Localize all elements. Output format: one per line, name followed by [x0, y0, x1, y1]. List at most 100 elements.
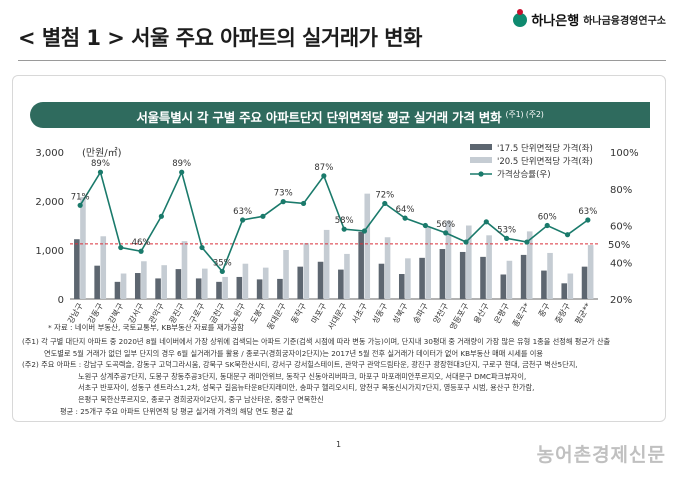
- growth-rate-point: [341, 226, 347, 232]
- title-divider: [18, 60, 666, 61]
- bar: [541, 270, 547, 299]
- bar: [100, 236, 107, 299]
- source-note: * 자료 : 네이버 부동산, 국토교통부, KB부동산 자료를 재가공함: [48, 323, 244, 332]
- category-label: 서대문구: [326, 302, 349, 332]
- bar: [587, 245, 594, 299]
- bar: [323, 229, 330, 299]
- bar: [256, 279, 263, 299]
- bar: [74, 239, 80, 299]
- y-left-tick-label: 0: [58, 295, 64, 306]
- bar: [344, 253, 350, 299]
- bar: [338, 269, 344, 299]
- data-label: 63%: [233, 207, 252, 217]
- bar: [303, 243, 310, 299]
- y-right-tick-label: 100%: [610, 148, 639, 159]
- y-left-tick-label: 3,000: [35, 148, 64, 159]
- category-label: 중랑구: [553, 301, 573, 325]
- data-label: 64%: [396, 205, 415, 215]
- footnote-line: 연도별로 5월 거래가 없던 일부 단지의 경우 6월 실거래가를 활용 / 종…: [44, 348, 543, 358]
- legend-entry: 가격상승률(우): [497, 169, 551, 180]
- legend-entry: '20.5 단위면적당 가격(좌): [497, 156, 593, 167]
- bar: [262, 267, 269, 299]
- bar: [384, 237, 391, 299]
- growth-rate-point: [422, 222, 428, 229]
- bar: [181, 241, 188, 299]
- growth-rate-point: [504, 235, 510, 241]
- data-label: 87%: [314, 163, 333, 173]
- bar: [364, 193, 371, 299]
- bar: [134, 273, 141, 299]
- y-right-tick-label: 20%: [610, 295, 632, 306]
- data-label: 72%: [375, 190, 394, 200]
- footnote-line: (주1) 각 구별 대단지 아파트 중 2020년 8월 네이버에서 가장 상위…: [22, 337, 611, 346]
- data-label: 89%: [91, 159, 110, 169]
- growth-rate-point: [77, 202, 83, 208]
- data-label: 63%: [578, 207, 597, 217]
- category-label: 마포구: [310, 302, 329, 326]
- bar: [439, 249, 446, 299]
- category-label: 종로구*: [511, 302, 532, 329]
- growth-rate-point: [463, 239, 469, 245]
- bar: [155, 278, 161, 299]
- data-label: 35%: [213, 258, 232, 268]
- data-label: 56%: [436, 220, 455, 230]
- bar: [526, 231, 533, 299]
- bar: [486, 235, 492, 299]
- data-label: 89%: [172, 159, 191, 169]
- category-label: 영등포구: [447, 301, 470, 332]
- growth-rate-line: [79, 169, 589, 273]
- growth-rate-point: [118, 244, 124, 251]
- category-label: 서초구: [350, 302, 369, 326]
- legend-swatch: [470, 144, 492, 150]
- bar: [466, 225, 472, 299]
- growth-rate-point: [361, 228, 368, 234]
- bar: [94, 265, 100, 299]
- bar: [175, 269, 182, 299]
- bar: [561, 283, 568, 299]
- growth-rate-point: [443, 230, 449, 236]
- growth-rate-point: [158, 213, 164, 219]
- bar: [500, 274, 507, 299]
- category-label: 동대문구: [265, 302, 288, 332]
- bar: [283, 250, 289, 299]
- watermark: 농어촌경제신문: [536, 444, 666, 466]
- bar: [141, 261, 147, 299]
- growth-rate-point: [199, 244, 205, 251]
- growth-rate-point: [402, 215, 408, 221]
- y-right-tick-label: 60%: [610, 222, 632, 233]
- growth-rate-point: [179, 169, 185, 175]
- page-number: 1: [336, 440, 342, 449]
- bar: [236, 276, 243, 299]
- growth-rate-point: [524, 239, 530, 245]
- y-right-tick-label: 40%: [610, 258, 632, 269]
- bar: [317, 261, 324, 299]
- brand-name: 하나은행: [531, 14, 580, 29]
- chart-title-notes: (주1) (주2): [505, 110, 544, 119]
- bar: [195, 278, 202, 299]
- bar: [297, 266, 304, 299]
- footnote-line: 은평구 북한산푸르지오, 종로구 경희궁자이2단지, 중구 남산타운, 중랑구 …: [78, 394, 324, 404]
- category-label: 은평구: [492, 301, 512, 325]
- growth-rate-point: [382, 200, 388, 207]
- growth-rate-point: [321, 173, 327, 179]
- growth-rate-point: [219, 268, 225, 275]
- bar: [506, 260, 513, 299]
- bar: [480, 256, 486, 299]
- bar: [547, 252, 553, 299]
- y-right-tick-label: 80%: [610, 185, 632, 196]
- growth-rate-point: [240, 217, 246, 223]
- category-label: 성북구: [391, 302, 410, 326]
- footnote-line: 노원구 상계주공7단지, 도봉구 창동주공3단지, 동대문구 래미안위브, 동작…: [78, 371, 527, 381]
- growth-rate-point: [585, 217, 591, 223]
- growth-rate-point: [483, 219, 489, 225]
- y-left-tick-label: 2,000: [35, 197, 64, 208]
- bar: [581, 266, 588, 299]
- growth-rate-point: [280, 199, 286, 205]
- growth-rate-point: [138, 248, 144, 254]
- footnote-line: 서초구 반포자이, 성동구 센트라스1,2차, 성북구 길음뉴타운8단지래미안,…: [78, 383, 535, 393]
- footnotes: (주1) 각 구별 대단지 아파트 중 2020년 8월 네이버에서 가장 상위…: [22, 336, 662, 417]
- data-label: 46%: [132, 238, 151, 248]
- category-label: 평균**: [573, 301, 593, 326]
- bar: [161, 265, 167, 299]
